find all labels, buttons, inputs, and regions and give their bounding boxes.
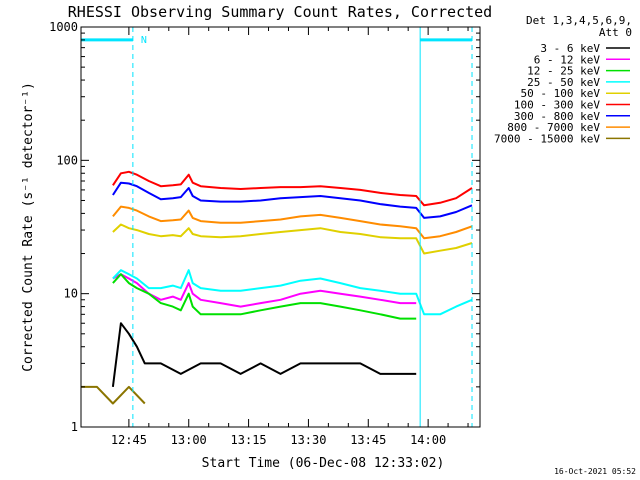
flag-label: N	[141, 35, 147, 46]
footer-timestamp: 16-Oct-2021 05:52	[554, 467, 636, 476]
legend-label-800-7000-kev: 800 - 7000 keV	[507, 121, 600, 134]
x-tick-label: 14:00	[410, 433, 446, 447]
series-line-7000-15000-kev	[81, 385, 146, 405]
x-tick-label: 13:15	[231, 433, 267, 447]
legend-label-100-300-kev: 100 - 300 keV	[514, 99, 600, 112]
legend-label-12-25-kev: 12 - 25 keV	[527, 65, 600, 78]
legend-header-attenuator: Att 0	[599, 26, 632, 39]
y-axis-label: Corrected Count Rate (s⁻¹ detector⁻¹)	[21, 82, 36, 372]
plot-frame	[80, 26, 481, 428]
x-tick-label: 13:45	[350, 433, 386, 447]
series-line-50-100-kev	[112, 223, 473, 255]
legend-label-300-800-kev: 300 - 800 keV	[514, 110, 600, 123]
chart-title: RHESSI Observing Summary Count Rates, Co…	[68, 3, 492, 21]
y-tick-label: 100	[56, 153, 78, 167]
series-line-3-6-kev	[111, 322, 417, 388]
legend-label-3-6-kev: 3 - 6 keV	[540, 42, 600, 55]
series-line-12-25-kev	[112, 273, 417, 320]
plot-data-layer	[81, 170, 473, 405]
legend-label-6-12-kev: 6 - 12 keV	[534, 53, 601, 66]
x-tick-label: 13:00	[171, 433, 207, 447]
series-line-300-800-kev	[112, 181, 473, 219]
x-axis-label: Start Time (06-Dec-08 12:33:02)	[202, 456, 445, 471]
legend-label-50-100-kev: 50 - 100 keV	[521, 87, 601, 100]
y-tick-label: 10	[64, 287, 78, 301]
y-tick-label: 1000	[49, 20, 78, 34]
series-line-6-12-kev	[112, 273, 417, 308]
series-line-800-7000-kev	[112, 205, 473, 240]
series-line-25-50-kev	[112, 269, 473, 316]
y-tick-label: 1	[71, 420, 78, 434]
legend-label-25-50-kev: 25 - 50 keV	[527, 76, 600, 89]
legend-header-detectors: Det 1,3,4,5,6,9,	[526, 14, 632, 27]
x-tick-label: 12:45	[111, 433, 147, 447]
legend-label-7000-15000-kev: 7000 - 15000 keV	[494, 132, 600, 145]
series-line-100-300-kev	[112, 170, 473, 207]
x-tick-label: 13:30	[290, 433, 326, 447]
axis-layer: 12:45 13:00 13:15 13:30 13:45 14:00 1 10 100 1000	[49, 20, 480, 447]
